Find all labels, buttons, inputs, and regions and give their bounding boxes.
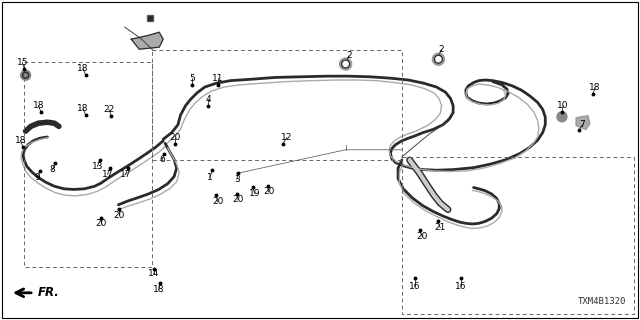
Text: 14: 14 xyxy=(148,269,159,278)
Text: 16: 16 xyxy=(455,282,467,291)
Circle shape xyxy=(435,55,442,63)
Text: 20: 20 xyxy=(263,188,275,196)
Text: 2: 2 xyxy=(346,52,351,60)
Text: 20: 20 xyxy=(95,220,107,228)
Text: 18: 18 xyxy=(77,104,89,113)
Text: 20: 20 xyxy=(113,211,125,220)
Polygon shape xyxy=(576,116,590,130)
Text: TXM4B1320: TXM4B1320 xyxy=(577,297,626,306)
Text: 2: 2 xyxy=(439,45,444,54)
Text: 17: 17 xyxy=(120,170,131,179)
Bar xyxy=(402,157,634,314)
Text: 7: 7 xyxy=(580,120,585,129)
Text: 22: 22 xyxy=(103,105,115,114)
Text: 21: 21 xyxy=(435,223,446,232)
Text: 12: 12 xyxy=(281,133,292,142)
Text: 8: 8 xyxy=(50,165,55,174)
Text: 1: 1 xyxy=(207,173,212,182)
Text: 19: 19 xyxy=(249,189,260,198)
Bar xyxy=(152,50,402,160)
Text: FR.: FR. xyxy=(38,286,60,299)
Circle shape xyxy=(557,112,567,122)
Circle shape xyxy=(340,58,351,70)
Text: 18: 18 xyxy=(589,84,601,92)
Text: 3: 3 xyxy=(234,175,239,184)
Circle shape xyxy=(20,70,31,80)
Text: 9: 9 xyxy=(35,173,40,182)
Text: 17: 17 xyxy=(102,170,113,179)
Text: 5: 5 xyxy=(189,74,195,83)
Text: 18: 18 xyxy=(15,136,26,145)
Text: 16: 16 xyxy=(409,282,420,291)
Text: 13: 13 xyxy=(92,162,103,171)
Circle shape xyxy=(342,60,349,68)
Text: 20: 20 xyxy=(417,232,428,241)
Text: 6: 6 xyxy=(159,156,164,164)
Text: 18: 18 xyxy=(153,285,164,294)
Text: 20: 20 xyxy=(170,133,181,142)
Polygon shape xyxy=(131,32,163,49)
Text: 18: 18 xyxy=(33,101,44,110)
Bar xyxy=(24,62,152,267)
Circle shape xyxy=(433,53,444,65)
Text: 10: 10 xyxy=(557,101,569,110)
Text: 4: 4 xyxy=(205,95,211,104)
Text: 20: 20 xyxy=(232,196,244,204)
Text: 20: 20 xyxy=(212,197,223,206)
Text: 15: 15 xyxy=(17,58,28,67)
Text: 18: 18 xyxy=(77,64,89,73)
Text: 11: 11 xyxy=(212,74,223,83)
